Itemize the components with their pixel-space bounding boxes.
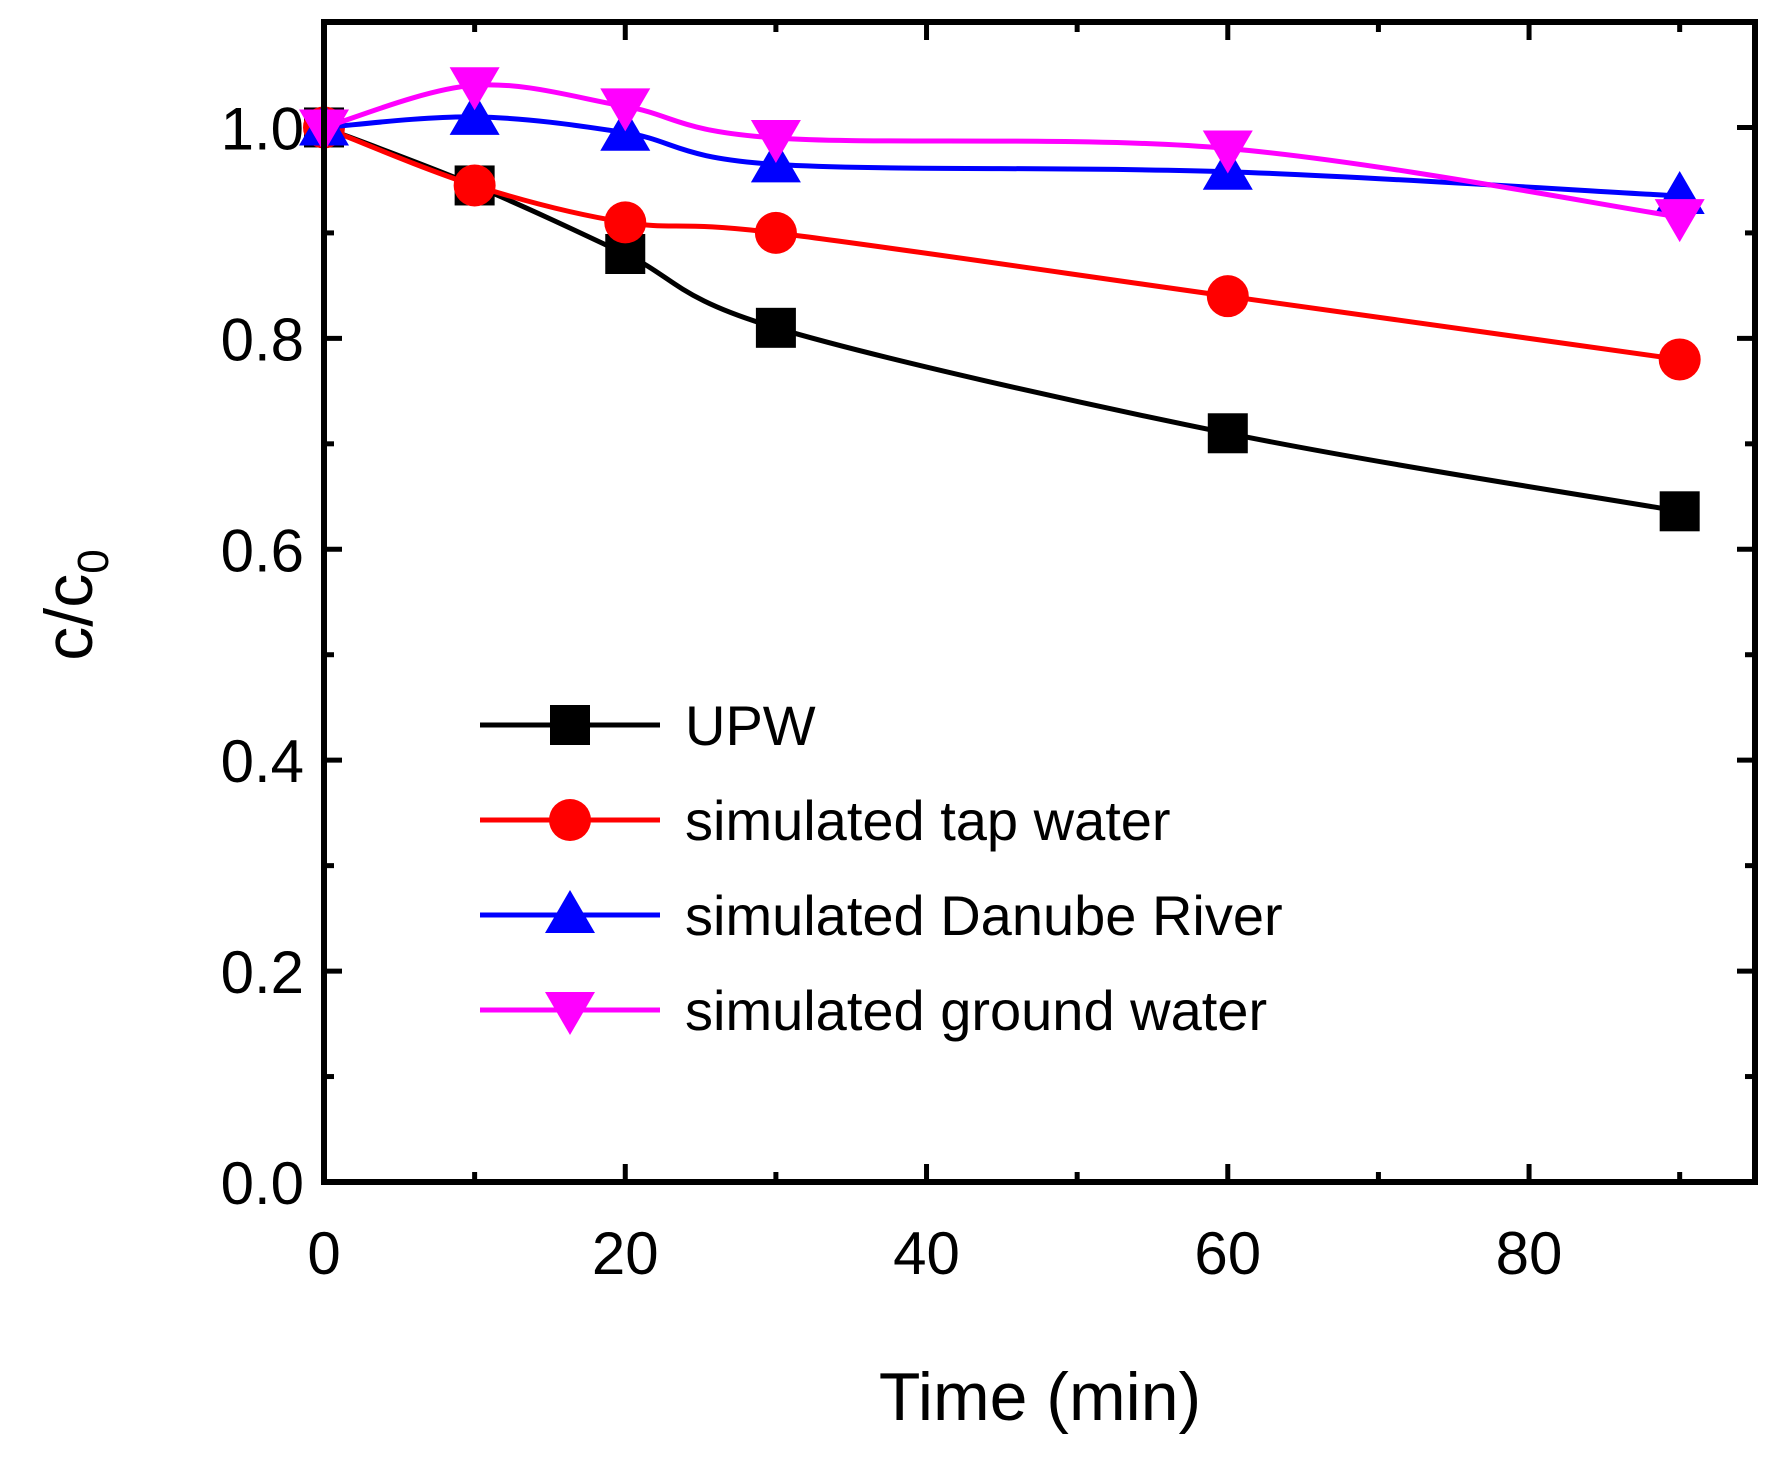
x-tick-label: 20 [592, 1220, 659, 1287]
data-point [449, 67, 500, 111]
legend-item: UPW [480, 694, 816, 757]
legend-marker [545, 890, 595, 933]
data-point [1658, 338, 1701, 381]
y-tick-label: 0.0 [221, 1150, 304, 1217]
y-tick-label: 1.0 [221, 95, 304, 162]
data-point [750, 120, 801, 163]
data-point [1654, 199, 1705, 243]
legend-label: simulated ground water [685, 979, 1267, 1042]
plot-frame [321, 19, 1758, 1185]
data-point [604, 201, 647, 244]
series-line [323, 125, 1681, 362]
data-point [449, 91, 500, 135]
y-tick-label: 0.4 [221, 728, 304, 795]
series-3 [299, 67, 1705, 243]
series-1 [303, 106, 1701, 381]
series-line [323, 82, 1681, 220]
legend-label: UPW [685, 694, 816, 757]
y-axis-title: c/c0 [31, 549, 118, 660]
legend-marker [550, 705, 590, 745]
data-point [1207, 413, 1248, 454]
y-tick-label: 0.6 [221, 517, 304, 584]
y-axis-title-main: c/c [31, 574, 107, 661]
legend-marker [549, 799, 591, 841]
legend-marker [545, 992, 595, 1035]
legend-item: simulated tap water [480, 789, 1171, 852]
tick-labels: 0 20 40 60 80 0.0 0.2 0.4 0.6 0.8 1.0 [221, 95, 1563, 1287]
data-point [1206, 275, 1249, 318]
data-point [755, 307, 796, 348]
x-tick-label: 80 [1496, 1220, 1563, 1287]
legend-label: simulated tap water [685, 789, 1171, 852]
data-point [754, 211, 797, 254]
legend-label: simulated Danube River [685, 884, 1283, 947]
data-point [453, 164, 496, 207]
legend: UPW simulated tap water simulated Danube R… [480, 694, 1283, 1042]
x-axis-title: Time (min) [879, 1359, 1201, 1435]
y-tick-label: 0.8 [221, 306, 304, 373]
y-axis-title-subscript: 0 [69, 549, 118, 573]
x-tick-label: 40 [893, 1220, 960, 1287]
y-tick-label: 0.2 [221, 939, 304, 1006]
x-tick-label: 60 [1194, 1220, 1261, 1287]
data-point [1659, 491, 1700, 532]
legend-item: simulated Danube River [480, 884, 1283, 947]
legend-item: simulated ground water [480, 979, 1267, 1042]
x-tick-label: 0 [307, 1220, 340, 1287]
data-point [600, 88, 651, 132]
series-layer [299, 67, 1705, 532]
data-point [1202, 130, 1253, 174]
